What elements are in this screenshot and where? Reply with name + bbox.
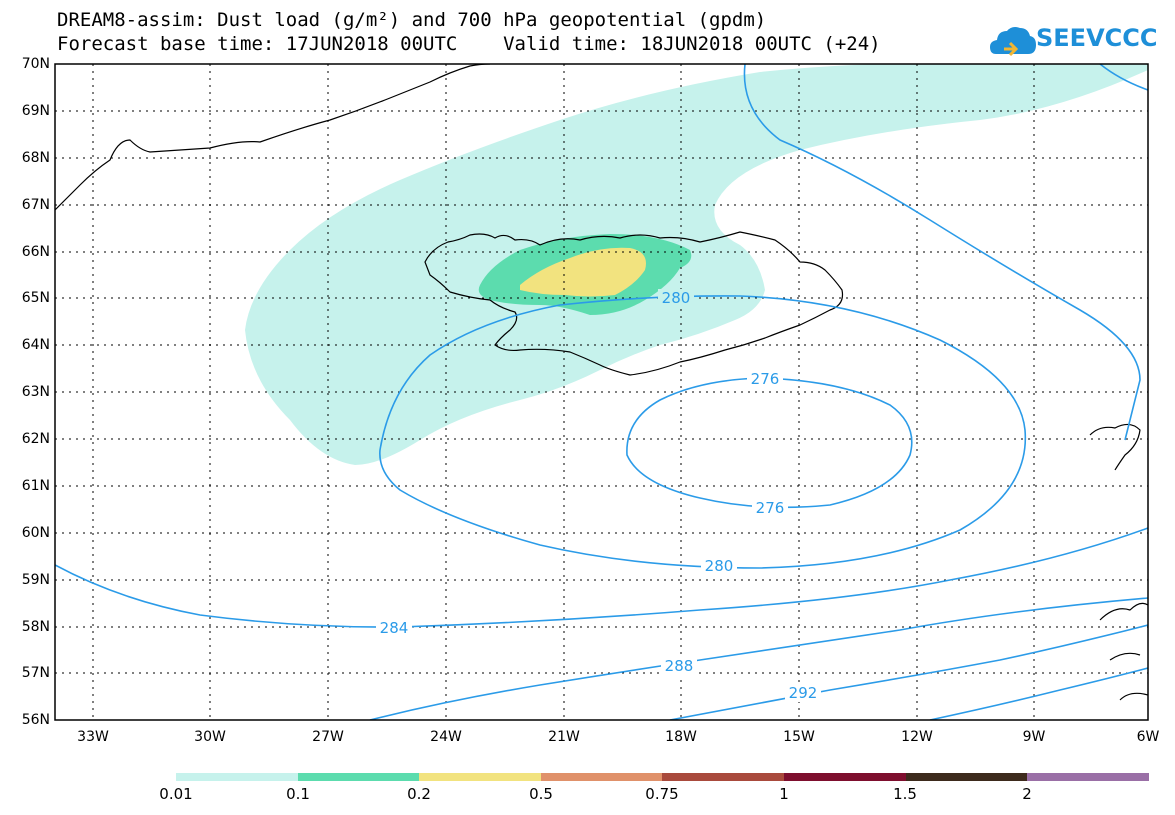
lon-gridlines xyxy=(92,64,1035,720)
legend-label: 0.1 xyxy=(286,785,310,803)
legend-color-box xyxy=(419,773,542,781)
lon-label: 21W xyxy=(548,729,580,745)
legend-label: 2 xyxy=(1022,785,1032,803)
contour-284 xyxy=(55,527,1148,628)
lat-label: 63N xyxy=(21,384,50,400)
logo-text: SEEVCCC xyxy=(1036,24,1158,52)
contour-label-292: 292 xyxy=(789,684,818,702)
contour-288 xyxy=(369,597,1148,720)
contour-label-276-south: 276 xyxy=(756,499,785,517)
map-frame xyxy=(54,63,1149,721)
lat-label: 66N xyxy=(21,244,50,260)
legend-label: 1.5 xyxy=(893,785,917,803)
lon-label: 15W xyxy=(783,729,815,745)
contour-label-276-north: 276 xyxy=(751,370,780,388)
contour-label-280-south: 280 xyxy=(705,557,734,575)
dust-area-0.01 xyxy=(245,64,1148,465)
lon-label: 24W xyxy=(430,729,462,745)
geopotential-contours xyxy=(55,64,1148,720)
contour-284-east xyxy=(743,64,1141,441)
contour-296 xyxy=(929,667,1148,720)
legend-color-box xyxy=(176,773,299,781)
lon-label: 33W xyxy=(77,729,109,745)
legend-color-box xyxy=(662,773,785,781)
lat-label: 57N xyxy=(21,665,50,681)
lat-label: 65N xyxy=(21,290,50,306)
lon-label: 18W xyxy=(665,729,697,745)
legend-color-box xyxy=(540,773,663,781)
legend-color-box xyxy=(905,773,1028,781)
contour-284-north xyxy=(1099,64,1148,91)
lon-label: 9W xyxy=(1022,729,1046,745)
legend-color-box xyxy=(1027,773,1150,781)
legend-label: 0.75 xyxy=(645,785,679,803)
contour-label-284: 284 xyxy=(380,619,409,637)
lon-label: 30W xyxy=(194,729,226,745)
contour-labels: 280 276 276 280 284 288 292 xyxy=(376,289,821,702)
contour-292 xyxy=(669,624,1148,720)
lon-label: 12W xyxy=(901,729,933,745)
lat-label: 60N xyxy=(21,525,50,541)
lat-label: 64N xyxy=(21,337,50,353)
legend-label: 0.01 xyxy=(159,785,193,803)
legend-label: 1 xyxy=(779,785,789,803)
lat-label: 61N xyxy=(21,478,50,494)
lat-label: 62N xyxy=(21,431,50,447)
legend-label: 0.2 xyxy=(407,785,431,803)
lat-label: 59N xyxy=(21,572,50,588)
contour-label-288: 288 xyxy=(665,657,694,675)
map-title: DREAM8-assim: Dust load (g/m²) and 700 h… xyxy=(57,9,767,31)
lat-label: 67N xyxy=(21,197,50,213)
contour-label-280-north: 280 xyxy=(662,289,691,307)
contour-280-inner xyxy=(379,295,1027,569)
legend-label: 0.5 xyxy=(529,785,553,803)
lon-label: 6W xyxy=(1136,729,1160,745)
legend-color-box xyxy=(297,773,420,781)
cloud-logo-icon xyxy=(990,27,1036,57)
lat-label: 68N xyxy=(21,150,50,166)
legend-color-box xyxy=(784,773,907,781)
coastline xyxy=(55,64,1148,701)
lat-label: 69N xyxy=(21,103,50,119)
map-subtitle: Forecast base time: 17JUN2018 00UTC Vali… xyxy=(57,33,881,55)
dust-area-0.2 xyxy=(520,247,646,297)
lat-label: 70N xyxy=(21,56,50,72)
contour-276 xyxy=(626,377,913,509)
lat-label: 56N xyxy=(21,712,50,728)
lat-gridlines xyxy=(55,110,1148,674)
lat-label: 58N xyxy=(21,619,50,635)
lon-label: 27W xyxy=(312,729,344,745)
